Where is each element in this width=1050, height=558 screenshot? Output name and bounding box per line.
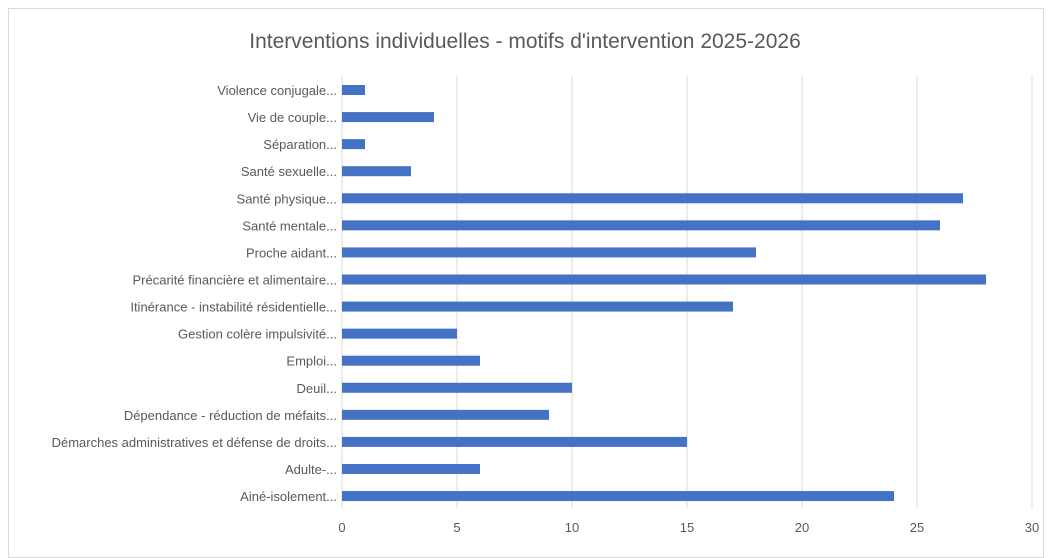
x-tick-label: 25 xyxy=(910,520,924,535)
bar xyxy=(342,247,756,258)
category-label: Précarité financière et alimentaire... xyxy=(133,272,337,287)
category-label: Itinérance - instabilité résidentielle..… xyxy=(130,300,337,315)
bar xyxy=(342,301,733,312)
bar xyxy=(342,139,365,150)
bar xyxy=(342,409,549,420)
x-tick-label: 0 xyxy=(338,520,345,535)
bar xyxy=(342,355,480,366)
category-label: Santé sexuelle... xyxy=(241,164,337,179)
category-label: Démarches administratives et défense de … xyxy=(52,435,337,450)
bar xyxy=(342,112,434,123)
bar xyxy=(342,220,940,231)
category-label: Séparation... xyxy=(263,137,337,152)
category-label: Emploi... xyxy=(286,354,337,369)
bar-chart: Violence conjugale... Vie de couple... Sép… xyxy=(52,76,1039,535)
bar xyxy=(342,491,894,502)
bar xyxy=(342,85,365,95)
bar xyxy=(342,166,411,177)
category-label: Santé mentale... xyxy=(242,218,337,233)
category-label: Dépendance - réduction de méfaits... xyxy=(124,408,337,423)
bar xyxy=(342,193,963,204)
x-tick-label: 30 xyxy=(1025,520,1039,535)
category-label: Santé physique... xyxy=(237,191,337,206)
bar xyxy=(342,463,480,474)
bar xyxy=(342,328,457,339)
x-tick-label: 15 xyxy=(680,520,694,535)
category-labels: Violence conjugale... Vie de couple... Sép… xyxy=(52,83,337,504)
x-tick-label: 10 xyxy=(565,520,579,535)
bar xyxy=(342,274,986,285)
x-tick-labels: 0 5 10 15 20 25 30 xyxy=(338,520,1039,535)
category-label: Vie de couple... xyxy=(248,110,337,125)
chart-title: Interventions individuelles - motifs d'i… xyxy=(249,30,801,53)
category-label: Violence conjugale... xyxy=(217,83,337,98)
category-label: Ainé-isolement... xyxy=(240,489,337,504)
bar xyxy=(342,382,572,393)
category-label: Gestion colère impulsivité... xyxy=(178,327,337,342)
bar xyxy=(342,436,687,447)
bars xyxy=(342,85,986,502)
category-label: Adulte-... xyxy=(285,462,337,477)
category-label: Proche aidant... xyxy=(246,245,337,260)
category-label: Deuil... xyxy=(297,381,337,396)
x-tick-label: 5 xyxy=(453,520,460,535)
x-tick-label: 20 xyxy=(795,520,809,535)
